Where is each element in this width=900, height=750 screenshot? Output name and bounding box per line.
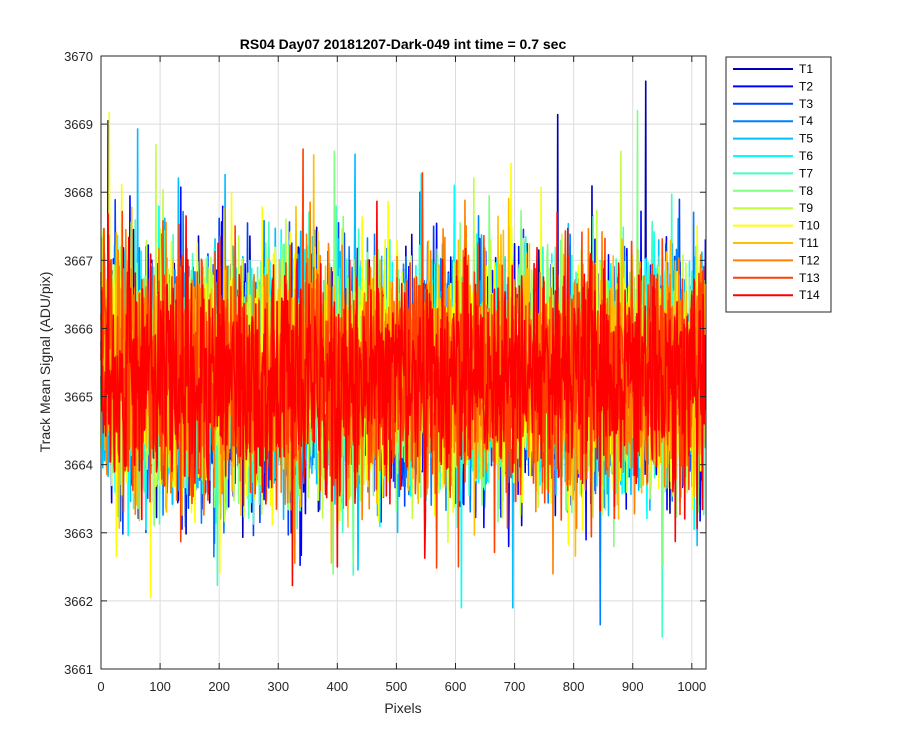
legend-label-t3: T3 — [799, 97, 813, 111]
y-tick-label: 3669 — [64, 117, 93, 132]
series-layer — [100, 80, 707, 638]
x-tick-label: 800 — [563, 679, 585, 694]
x-tick-label: 1000 — [677, 679, 706, 694]
series-line-t14 — [100, 200, 707, 587]
legend-label-t4: T4 — [799, 114, 813, 128]
legend-label-t9: T9 — [799, 201, 813, 215]
x-tick-label: 0 — [97, 679, 104, 694]
x-tick-label: 500 — [386, 679, 408, 694]
legend-label-t1: T1 — [799, 62, 813, 76]
y-tick-label: 3661 — [64, 662, 93, 677]
x-tick-label: 100 — [149, 679, 171, 694]
legend-label-t5: T5 — [799, 132, 813, 146]
y-tick-label: 3670 — [64, 49, 93, 64]
legend-label-t13: T13 — [799, 271, 820, 285]
y-axis-title: Track Mean Signal (ADU/pix) — [37, 272, 53, 453]
y-tick-label: 3667 — [64, 253, 93, 268]
y-tick-label: 3666 — [64, 321, 93, 336]
x-tick-label: 600 — [445, 679, 467, 694]
chart-title: RS04 Day07 20181207-Dark-049 int time = … — [240, 36, 567, 52]
x-tick-label: 700 — [504, 679, 526, 694]
legend-label-t2: T2 — [799, 79, 813, 93]
legend-label-t14: T14 — [799, 288, 820, 302]
x-tick-label: 900 — [622, 679, 644, 694]
legend-label-t6: T6 — [799, 149, 813, 163]
legend-box — [725, 56, 832, 313]
legend-label-t10: T10 — [799, 219, 820, 233]
x-axis-title: Pixels — [384, 700, 421, 716]
y-tick-label: 3662 — [64, 594, 93, 609]
legend-label-t8: T8 — [799, 184, 813, 198]
x-tick-label: 300 — [267, 679, 289, 694]
y-tick-label: 3664 — [64, 458, 93, 473]
y-tick-label: 3663 — [64, 526, 93, 541]
y-tick-label: 3668 — [64, 185, 93, 200]
legend-label-t12: T12 — [799, 253, 820, 267]
axis-ticks: 0 100 200 300 400 500 600 700 800 900 1000 3661 3662… — [64, 49, 706, 694]
y-tick-label: 3665 — [64, 390, 93, 405]
legend: T1 T2 T3 T4 T5 T6 T7 T8 T9 T10 T11 T12 T13 T14 — [725, 56, 832, 313]
legend-label-t7: T7 — [799, 166, 813, 180]
x-tick-label: 200 — [208, 679, 230, 694]
x-tick-label: 400 — [326, 679, 348, 694]
plot-frame — [100, 55, 707, 670]
legend-label-t11: T11 — [799, 236, 819, 250]
